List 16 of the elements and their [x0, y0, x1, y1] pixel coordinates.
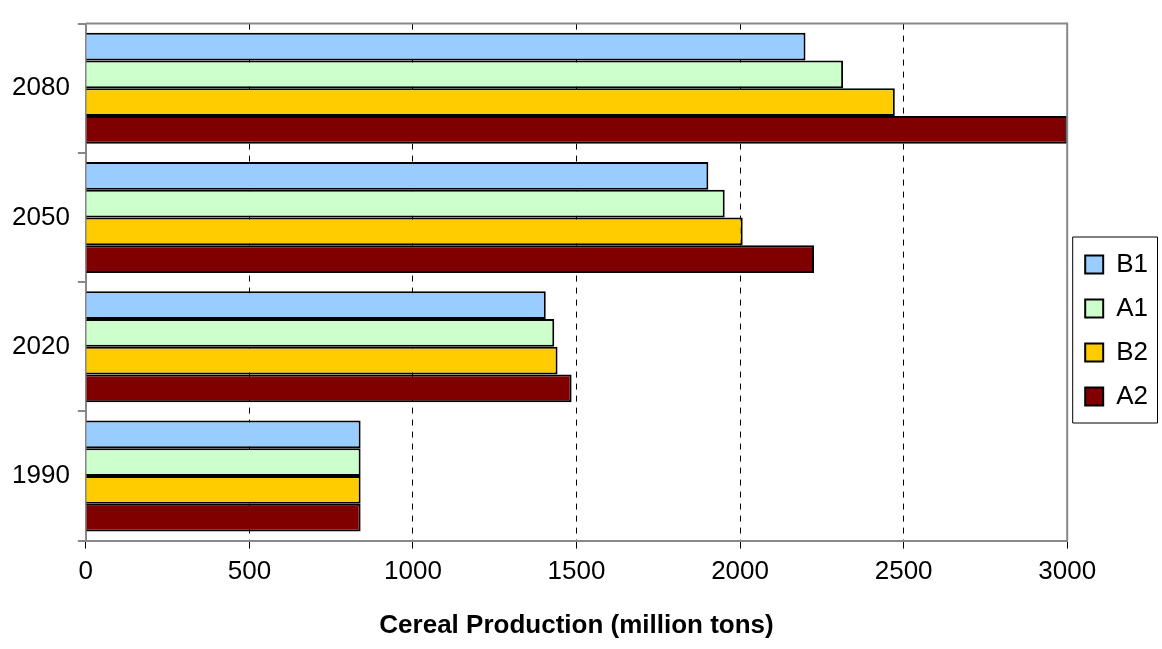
legend-label: A1 [1116, 291, 1149, 322]
x-tick-label: 0 [78, 555, 94, 586]
y-tick-label: 2050 [12, 200, 70, 231]
legend-label: B2 [1116, 335, 1149, 366]
x-tick-label: 1500 [547, 555, 606, 586]
x-tick-label: 3000 [1038, 555, 1097, 586]
x-tick-label: 500 [227, 555, 272, 586]
legend-label: A2 [1116, 379, 1149, 410]
x-axis-title: Cereal Production (million tons) [379, 608, 774, 639]
y-tick-label: 1990 [12, 459, 70, 490]
y-tick-label: 2020 [12, 329, 70, 360]
x-tick-label: 2000 [711, 555, 769, 586]
x-tick-label: 1000 [384, 555, 442, 586]
legend-label: B1 [1116, 247, 1149, 278]
y-tick-label: 2080 [12, 71, 70, 102]
x-tick-label: 2500 [874, 555, 933, 586]
